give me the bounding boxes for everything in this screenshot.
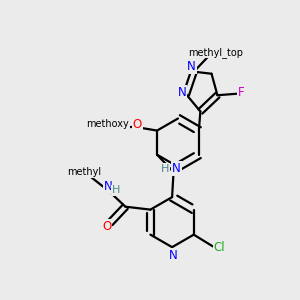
Text: N: N [172,162,181,175]
Text: Cl: Cl [214,242,225,254]
Text: methoxy: methoxy [86,119,129,129]
Text: F: F [238,86,244,99]
Text: N: N [104,180,113,193]
Text: N: N [169,249,178,262]
Text: O: O [102,220,111,233]
Text: methyl: methyl [67,167,101,177]
Text: N: N [187,60,196,73]
Text: methyl_top: methyl_top [188,47,244,58]
Text: O: O [133,118,142,130]
Text: H: H [112,185,120,196]
Text: N: N [177,86,186,99]
Text: H: H [160,164,169,173]
